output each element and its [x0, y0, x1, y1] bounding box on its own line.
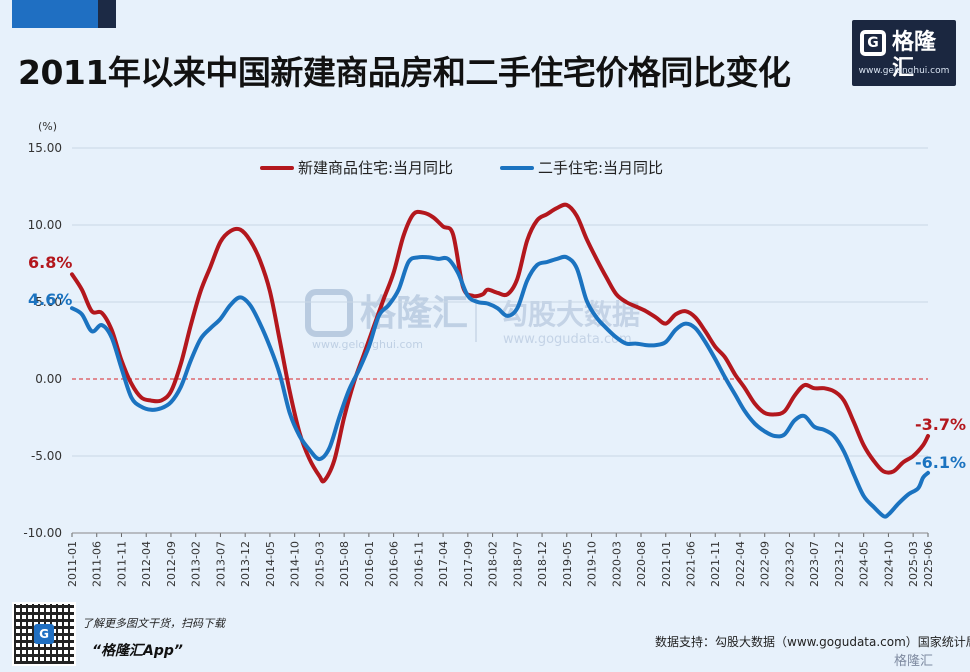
x-tick-label: 2015-03: [313, 541, 326, 587]
series-value-label: -6.1%: [915, 453, 966, 472]
chart-watermark: 格隆汇 www.gelonghui.com 勾股大数据 www.gogudata…: [305, 289, 640, 351]
x-tick-label: 2018-07: [511, 541, 524, 587]
y-tick-label: -5.00: [31, 449, 62, 463]
x-tick-label: 2022-04: [734, 541, 747, 587]
corner-decoration: [12, 0, 116, 28]
x-tick-label: 2016-11: [412, 541, 425, 587]
x-tick-label: 2011-11: [115, 541, 128, 587]
brand-logo: G 格隆汇 www.gelonghui.com: [852, 20, 956, 86]
promo-line: 了解更多图文干货，扫码下载: [82, 617, 225, 630]
series-lines: [70, 202, 930, 519]
x-tick-label: 2023-02: [783, 541, 796, 587]
x-tick-label: 2023-07: [808, 541, 821, 587]
line-chart: 格隆汇 www.gelonghui.com 勾股大数据 www.gogudata…: [23, 120, 966, 587]
x-tick-label: 2014-10: [289, 541, 302, 587]
x-tick-label: 2017-09: [462, 541, 475, 587]
x-tick-label: 2018-02: [487, 541, 500, 587]
x-tick-label: 2012-09: [165, 541, 178, 587]
x-tick-label: 2021-06: [684, 541, 697, 587]
x-tick-label: 2019-10: [586, 541, 599, 587]
series-line-second-hand: [70, 254, 930, 519]
y-tick-labels: 15.00 10.00 5.00 0.00 -5.00 -10.00: [23, 141, 62, 540]
watermark-g-icon: [305, 289, 353, 337]
logo-name: 格隆汇: [892, 30, 937, 81]
series-value-labels: 6.8% 4.6% -3.7% -6.1%: [28, 253, 966, 472]
x-tick-label: 2021-11: [709, 541, 722, 587]
x-tick-label: 2025-03: [907, 541, 920, 587]
x-tick-label: 2013-12: [239, 541, 252, 587]
y-tick-label: 10.00: [28, 218, 62, 232]
series-value-label: -3.7%: [915, 415, 966, 434]
x-tick-label: 2018-12: [536, 541, 549, 587]
x-tick-label: 2017-04: [437, 541, 450, 587]
data-source: 数据支持：勾股大数据（www.gogudata.com）国家统计局: [655, 635, 970, 649]
x-tick-label: 2011-01: [66, 541, 79, 587]
x-tick-label: 2016-06: [388, 541, 401, 587]
x-tick-label: 2020-03: [610, 541, 623, 587]
series-line-new-home: [70, 202, 930, 484]
y-tick-label: 15.00: [28, 141, 62, 155]
x-tick-label: 2019-05: [561, 541, 574, 587]
x-tick-label: 2013-07: [214, 541, 227, 587]
x-tick-label: 2014-05: [264, 541, 277, 587]
legend-label: 新建商品住宅:当月同比: [298, 159, 453, 177]
x-tick-label: 2020-08: [635, 541, 648, 587]
x-tick-labels: 2011-01 2011-06 2011-11 2012-04 2012-09 2013-…: [66, 532, 935, 587]
x-tick-label: 2013-02: [190, 541, 203, 587]
bottom-logo: 格隆汇: [894, 654, 934, 669]
x-tick-label: 2012-04: [140, 541, 153, 587]
x-tick-label: 2023-12: [833, 541, 846, 587]
x-tick-label: 2024-10: [882, 541, 895, 587]
x-tick-label: 2021-01: [660, 541, 673, 587]
logo-g-icon: G: [860, 30, 886, 56]
y-axis-label: (%): [38, 120, 57, 133]
x-tick-label: 2016-01: [363, 541, 376, 587]
x-tick-label: 2015-08: [338, 541, 351, 587]
logo-url: www.gelonghui.com: [858, 66, 950, 76]
series-value-label: 6.8%: [28, 253, 72, 272]
y-tick-label: 5.00: [35, 295, 62, 309]
x-tick-label: 2025-06: [922, 541, 935, 587]
y-tick-label: -10.00: [23, 526, 62, 540]
page-title: 2011年以来中国新建商品房和二手住宅价格同比变化: [18, 53, 791, 92]
x-tick-label: 2024-05: [858, 541, 871, 587]
promo-app: “格隆汇App”: [92, 643, 183, 659]
qr-badge-icon: G: [34, 624, 54, 644]
qr-code: G: [12, 602, 76, 666]
x-tick-label: 2011-06: [91, 541, 104, 587]
watermark-gogu: 勾股大数据: [500, 298, 640, 331]
series-value-label: 4.6%: [28, 290, 72, 309]
legend: 新建商品住宅:当月同比 二手住宅:当月同比: [260, 159, 663, 177]
legend-label: 二手住宅:当月同比: [538, 159, 663, 177]
x-tick-label: 2022-09: [759, 541, 772, 587]
y-tick-label: 0.00: [35, 372, 62, 386]
watermark-gogu-url: www.gogudata.com: [503, 332, 632, 347]
